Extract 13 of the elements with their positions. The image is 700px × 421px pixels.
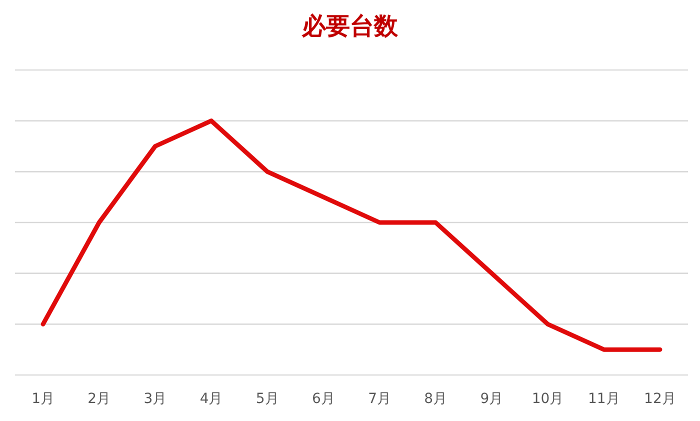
x-tick-label: 3月 bbox=[144, 391, 167, 407]
x-tick-label: 12月 bbox=[644, 391, 676, 407]
x-tick-label: 1月 bbox=[32, 391, 55, 407]
x-tick-label: 10月 bbox=[532, 391, 564, 407]
x-tick-label: 6月 bbox=[312, 391, 335, 407]
x-tick-label: 4月 bbox=[200, 391, 223, 407]
x-tick-label: 9月 bbox=[480, 391, 504, 407]
x-tick-label: 5月 bbox=[256, 391, 279, 407]
x-tick-label: 2月 bbox=[88, 391, 111, 407]
chart-title: 必要台数 bbox=[301, 12, 399, 40]
x-tick-label: 11月 bbox=[588, 391, 620, 407]
x-tick-label: 7月 bbox=[368, 391, 392, 407]
x-tick-label: 8月 bbox=[424, 391, 448, 407]
